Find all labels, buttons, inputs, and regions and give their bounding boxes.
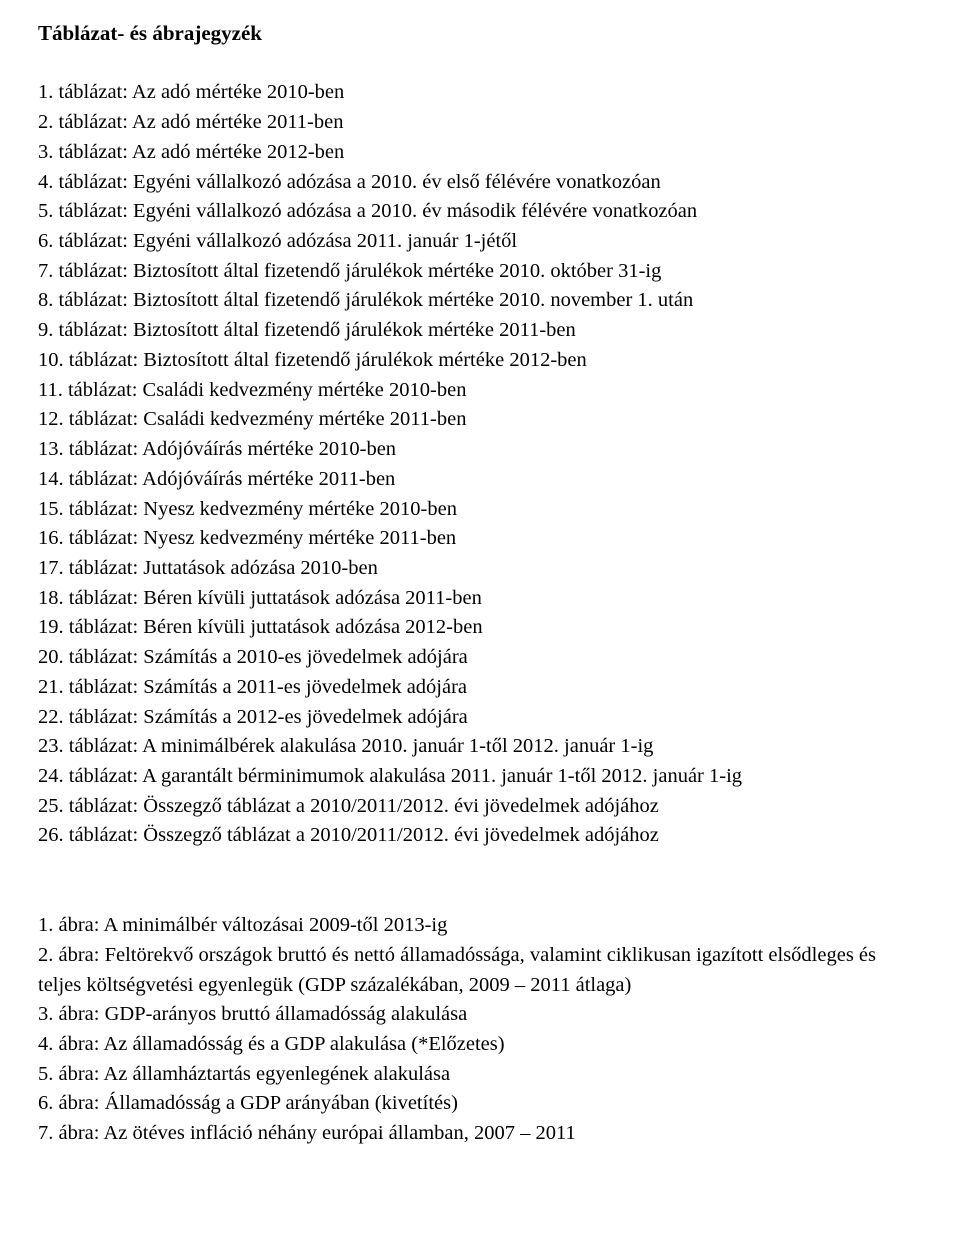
table-entry: 17. táblázat: Juttatások adózása 2010-be…	[38, 554, 922, 584]
table-entry: 23. táblázat: A minimálbérek alakulása 2…	[38, 732, 922, 762]
table-entry: 12. táblázat: Családi kedvezmény mértéke…	[38, 405, 922, 435]
figure-entry: 5. ábra: Az államháztartás egyenlegének …	[38, 1060, 922, 1090]
document-page: Táblázat- és ábrajegyzék 1. táblázat: Az…	[0, 0, 960, 1249]
table-entry: 5. táblázat: Egyéni vállalkozó adózása a…	[38, 197, 922, 227]
tables-list: 1. táblázat: Az adó mértéke 2010-ben2. t…	[38, 78, 922, 851]
page-title: Táblázat- és ábrajegyzék	[38, 18, 922, 48]
table-entry: 13. táblázat: Adójóváírás mértéke 2010-b…	[38, 435, 922, 465]
figure-entry: 7. ábra: Az ötéves infláció néhány európ…	[38, 1119, 922, 1149]
table-entry: 10. táblázat: Biztosított által fizetend…	[38, 346, 922, 376]
table-entry: 20. táblázat: Számítás a 2010-es jövedel…	[38, 643, 922, 673]
table-entry: 21. táblázat: Számítás a 2011-es jövedel…	[38, 673, 922, 703]
table-entry: 24. táblázat: A garantált bérminimumok a…	[38, 762, 922, 792]
figures-list: 1. ábra: A minimálbér változásai 2009-tő…	[38, 911, 922, 1149]
table-entry: 8. táblázat: Biztosított által fizetendő…	[38, 286, 922, 316]
table-entry: 26. táblázat: Összegző táblázat a 2010/2…	[38, 821, 922, 851]
figure-entry: 4. ábra: Az államadósság és a GDP alakul…	[38, 1030, 922, 1060]
table-entry: 4. táblázat: Egyéni vállalkozó adózása a…	[38, 168, 922, 198]
figure-entry: 1. ábra: A minimálbér változásai 2009-tő…	[38, 911, 922, 941]
table-entry: 14. táblázat: Adójóváírás mértéke 2011-b…	[38, 465, 922, 495]
table-entry: 6. táblázat: Egyéni vállalkozó adózása 2…	[38, 227, 922, 257]
figure-entry: 6. ábra: Államadósság a GDP arányában (k…	[38, 1089, 922, 1119]
table-entry: 9. táblázat: Biztosított által fizetendő…	[38, 316, 922, 346]
table-entry: 3. táblázat: Az adó mértéke 2012-ben	[38, 138, 922, 168]
table-entry: 25. táblázat: Összegző táblázat a 2010/2…	[38, 792, 922, 822]
table-entry: 11. táblázat: Családi kedvezmény mértéke…	[38, 376, 922, 406]
table-entry: 18. táblázat: Béren kívüli juttatások ad…	[38, 584, 922, 614]
figure-entry: 3. ábra: GDP-arányos bruttó államadósság…	[38, 1000, 922, 1030]
table-entry: 22. táblázat: Számítás a 2012-es jövedel…	[38, 703, 922, 733]
table-entry: 16. táblázat: Nyesz kedvezmény mértéke 2…	[38, 524, 922, 554]
table-entry: 15. táblázat: Nyesz kedvezmény mértéke 2…	[38, 495, 922, 525]
table-entry: 2. táblázat: Az adó mértéke 2011-ben	[38, 108, 922, 138]
table-entry: 19. táblázat: Béren kívüli juttatások ad…	[38, 613, 922, 643]
table-entry: 7. táblázat: Biztosított által fizetendő…	[38, 257, 922, 287]
table-entry: 1. táblázat: Az adó mértéke 2010-ben	[38, 78, 922, 108]
figure-entry: 2. ábra: Feltörekvő országok bruttó és n…	[38, 941, 922, 1000]
